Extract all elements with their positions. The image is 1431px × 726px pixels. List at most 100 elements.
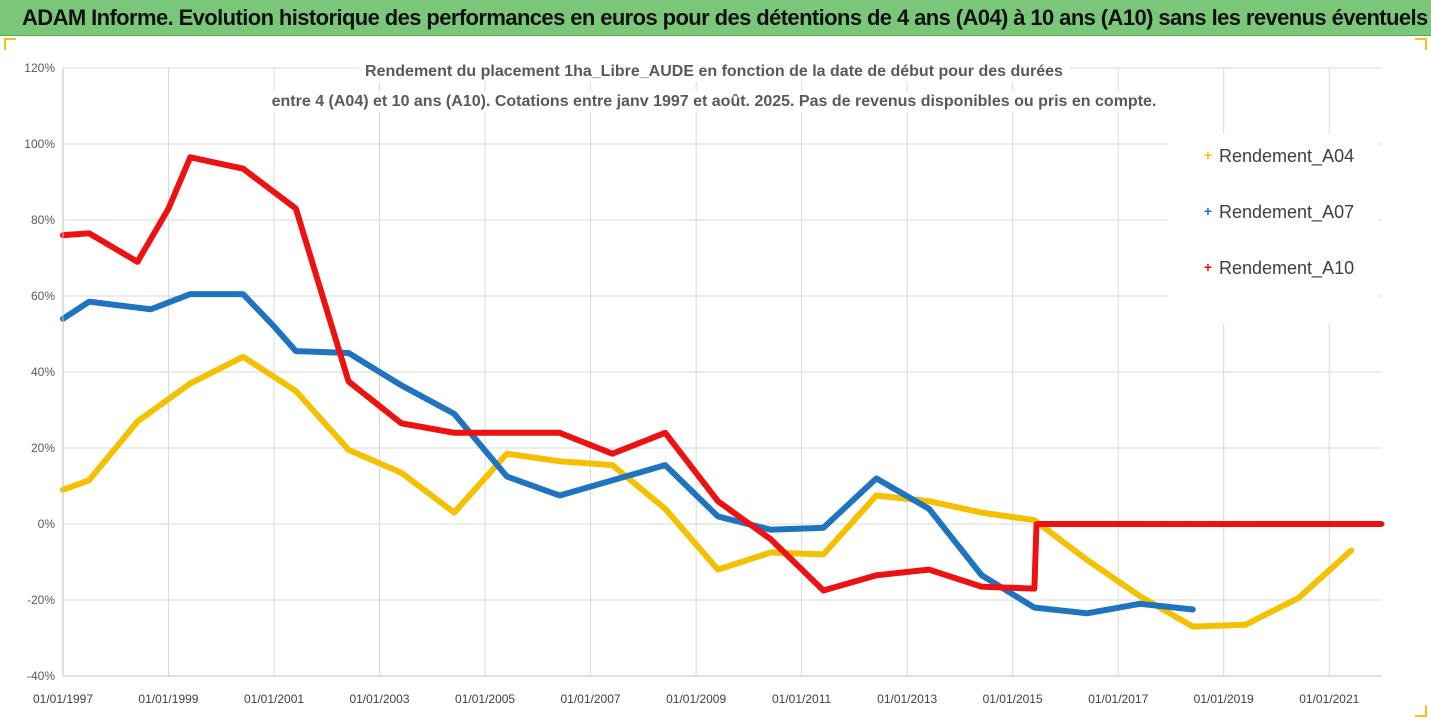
- data-point: [1190, 624, 1196, 630]
- data-point: [979, 584, 985, 590]
- x-tick-label: 01/01/2007: [561, 692, 621, 706]
- series-layer: [60, 154, 1385, 630]
- data-point: [86, 299, 92, 305]
- data-point: [609, 451, 615, 457]
- data-point: [398, 470, 404, 476]
- data-point: [135, 259, 141, 265]
- data-point: [662, 506, 668, 512]
- data-point: [1031, 586, 1037, 592]
- data-point: [557, 458, 563, 464]
- legend-label: Rendement_A07: [1219, 202, 1354, 223]
- line-chart: Rendement du placement 1ha_Libre_AUDE en…: [24, 61, 1385, 706]
- data-point: [346, 447, 352, 453]
- y-tick-label: 120%: [24, 61, 55, 75]
- data-point: [979, 572, 985, 578]
- chart-title-layer: Rendement du placement 1ha_Libre_AUDE en…: [265, 61, 1163, 112]
- data-point: [557, 493, 563, 498]
- data-point: [187, 291, 193, 297]
- frame-corner-top-left: [4, 38, 16, 50]
- legend: + Rendement_A04 + Rendement_A07 + Rendement_A…: [1168, 134, 1378, 324]
- data-point: [979, 510, 985, 516]
- frame-corner-top-right: [1415, 38, 1427, 50]
- data-point: [451, 430, 457, 436]
- legend-marker: +: [1204, 259, 1212, 275]
- data-point: [873, 572, 879, 578]
- x-tick-label: 01/01/2003: [349, 692, 409, 706]
- x-tick-label: 01/01/2015: [983, 692, 1043, 706]
- x-tick-label: 01/01/1997: [33, 692, 93, 706]
- data-point: [557, 430, 563, 436]
- data-point: [715, 513, 721, 519]
- legend-label: Rendement_A10: [1219, 258, 1354, 279]
- data-point: [609, 477, 615, 483]
- data-point: [1348, 548, 1354, 554]
- legend-box: [1168, 134, 1378, 324]
- report-title: ADAM Informe. Evolution historique des p…: [22, 5, 1428, 30]
- data-point: [1137, 601, 1143, 607]
- y-tick-label: -40%: [27, 669, 55, 683]
- data-point: [715, 498, 721, 504]
- x-tick-label: 01/01/2001: [244, 692, 304, 706]
- data-point: [609, 462, 615, 468]
- y-tick-label: 0%: [38, 517, 56, 531]
- data-point: [1379, 521, 1385, 527]
- data-point: [1137, 593, 1143, 599]
- data-point: [86, 477, 92, 483]
- data-point: [346, 379, 352, 384]
- data-point: [768, 536, 774, 542]
- data-point: [346, 350, 352, 356]
- data-point: [926, 498, 932, 504]
- data-point: [1084, 557, 1090, 563]
- y-tick-label: 60%: [31, 289, 55, 303]
- data-point: [86, 230, 92, 236]
- legend-label: Rendement_A04: [1219, 146, 1354, 167]
- data-point: [504, 430, 510, 436]
- data-point: [1295, 595, 1301, 601]
- data-point: [873, 475, 879, 481]
- chart-title-line-1: Rendement du placement 1ha_Libre_AUDE en…: [365, 63, 1063, 80]
- chart-area: Rendement du placement 1ha_Libre_AUDE en…: [0, 36, 1431, 721]
- data-point: [820, 551, 826, 557]
- data-point: [768, 550, 774, 555]
- x-tick-label: 01/01/2011: [772, 692, 831, 706]
- data-point: [240, 166, 246, 172]
- data-point: [293, 388, 299, 394]
- data-point: [293, 206, 299, 212]
- legend-marker: +: [1204, 147, 1212, 163]
- series-line-rendement-a04: [60, 353, 1355, 630]
- x-tick-label: 01/01/2013: [877, 692, 937, 706]
- data-point: [240, 354, 246, 360]
- y-tick-label: -20%: [27, 593, 55, 607]
- data-point: [135, 418, 141, 424]
- data-point: [148, 306, 154, 312]
- data-point: [240, 291, 246, 297]
- data-point: [1084, 610, 1090, 616]
- x-tick-label: 01/01/1999: [138, 692, 198, 706]
- data-point: [187, 380, 193, 386]
- y-tick-label: 40%: [31, 365, 55, 379]
- y-tick-label: 80%: [31, 213, 55, 227]
- data-point: [873, 493, 879, 498]
- chart-title-backdrop: [359, 61, 1070, 82]
- data-point: [398, 420, 404, 426]
- data-point: [165, 206, 171, 212]
- frame-corner-bottom-right: [1415, 705, 1427, 717]
- x-tick-label: 01/01/2017: [1088, 692, 1148, 706]
- x-tick-label: 01/01/2009: [666, 692, 726, 706]
- legend-item: + Rendement_A07: [1204, 202, 1354, 223]
- data-point: [662, 430, 668, 436]
- y-tick-label: 20%: [31, 441, 55, 455]
- data-point: [1190, 607, 1196, 612]
- data-point: [715, 567, 721, 573]
- chart-title-line-2: entre 4 (A04) et 10 ans (A10). Cotations…: [272, 93, 1157, 110]
- axis-layer: -40% -20% 0% 20% 40% 60% 80% 100% 120% 01/01/1997…: [24, 61, 1382, 706]
- data-point: [1033, 521, 1039, 527]
- data-point: [293, 348, 299, 354]
- data-point: [1242, 622, 1248, 628]
- data-point: [662, 462, 668, 468]
- chart-title-backdrop: [265, 91, 1163, 112]
- data-point: [820, 525, 826, 531]
- data-point: [926, 506, 932, 512]
- data-point: [768, 527, 774, 533]
- legend-marker: +: [1204, 203, 1212, 219]
